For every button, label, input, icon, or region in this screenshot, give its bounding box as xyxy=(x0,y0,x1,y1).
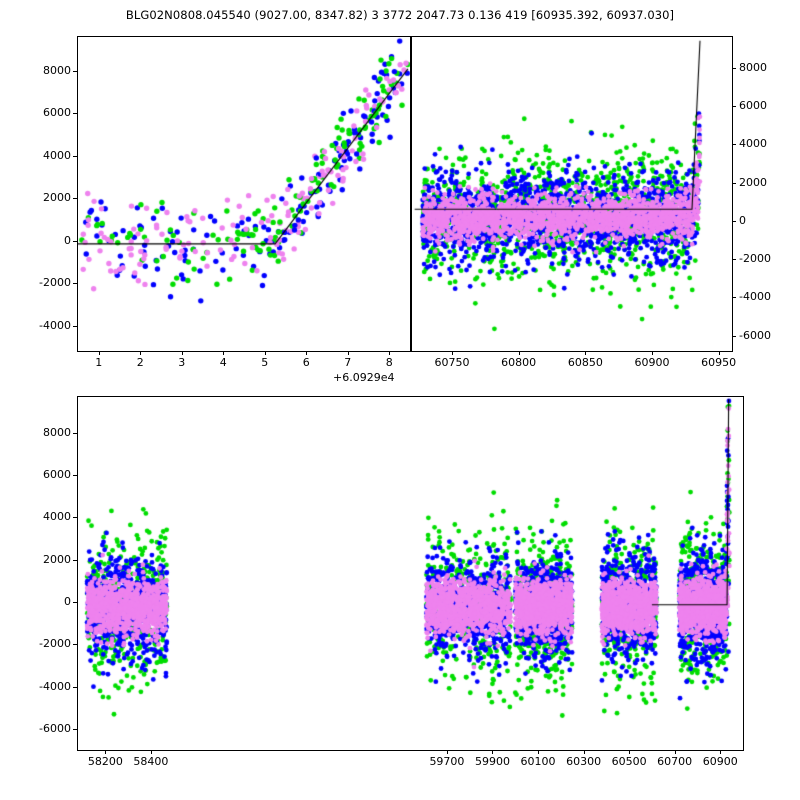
panel-bottom-axes xyxy=(77,396,744,751)
x-tick-mark xyxy=(720,750,722,754)
y-tick-label: 8000 xyxy=(43,63,71,77)
x-tick-label: 3 xyxy=(178,356,186,369)
y-tick-mark xyxy=(73,198,77,200)
y-tick-mark xyxy=(73,155,77,157)
x-tick-label: 60300 xyxy=(566,755,602,768)
y-tick-label: 0 xyxy=(64,595,71,609)
x-tick-mark xyxy=(347,351,349,355)
y-tick-mark xyxy=(732,182,736,184)
x-tick-mark xyxy=(629,750,631,754)
y-tick-label: -4000 xyxy=(39,318,71,332)
x-tick-mark xyxy=(538,750,540,754)
x-tick-label: 59900 xyxy=(474,755,510,768)
y-tick-mark xyxy=(73,432,77,434)
x-tick-mark xyxy=(518,351,520,355)
x-tick-label: 60100 xyxy=(520,755,556,768)
y-tick-mark xyxy=(73,559,77,561)
y-tick-label: 4000 xyxy=(739,137,767,151)
x-tick-label: 60950 xyxy=(701,356,737,369)
y-tick-label: -2000 xyxy=(739,252,771,266)
y-tick-mark xyxy=(73,686,77,688)
x-tick-label: 60500 xyxy=(611,755,647,768)
x-tick-mark xyxy=(674,750,676,754)
x-tick-label: 5 xyxy=(261,356,269,369)
y-tick-mark xyxy=(73,602,77,604)
y-tick-label: -4000 xyxy=(739,290,771,304)
y-tick-mark xyxy=(732,259,736,261)
y-tick-mark xyxy=(73,728,77,730)
y-tick-label: -2000 xyxy=(39,276,71,290)
y-tick-label: 8000 xyxy=(739,60,767,74)
x-tick-mark xyxy=(389,351,391,355)
figure-title: BLG02N0808.045540 (9027.00, 8347.82) 3 3… xyxy=(125,8,675,22)
x-tick-label: 6 xyxy=(302,356,310,369)
y-tick-mark xyxy=(73,113,77,115)
x-tick-label: 8 xyxy=(385,356,393,369)
x-tick-mark xyxy=(652,351,653,355)
y-tick-mark xyxy=(73,283,77,285)
x-tick-mark xyxy=(223,351,225,355)
y-tick-mark xyxy=(73,517,77,519)
x-axis-offset-label: +6.0929e4 xyxy=(333,371,395,384)
y-tick-label: 0 xyxy=(64,233,71,247)
x-tick-mark xyxy=(306,351,308,355)
y-tick-label: 0 xyxy=(739,213,746,227)
y-tick-label: 6000 xyxy=(739,98,767,112)
y-tick-mark xyxy=(732,297,736,299)
x-tick-label: 58400 xyxy=(133,755,169,768)
y-tick-label: 2000 xyxy=(739,175,767,189)
x-tick-label: 4 xyxy=(219,356,227,369)
x-tick-mark xyxy=(718,351,720,355)
y-tick-label: 6000 xyxy=(43,468,71,482)
x-tick-label: 60700 xyxy=(657,755,693,768)
y-tick-label: 2000 xyxy=(43,191,71,205)
x-tick-label: 7 xyxy=(344,356,352,369)
y-tick-label: 2000 xyxy=(43,552,71,566)
y-tick-mark xyxy=(732,105,736,107)
y-tick-label: -6000 xyxy=(39,721,71,735)
x-tick-mark xyxy=(150,750,152,754)
x-tick-mark xyxy=(181,351,183,355)
y-tick-label: 4000 xyxy=(43,148,71,162)
x-tick-label: 1 xyxy=(95,356,103,369)
y-tick-label: 8000 xyxy=(43,425,71,439)
x-tick-mark xyxy=(446,750,448,754)
y-tick-mark xyxy=(732,220,736,222)
y-tick-label: -4000 xyxy=(39,679,71,693)
x-tick-label: 2 xyxy=(136,356,144,369)
y-tick-mark xyxy=(732,67,736,69)
panel-bottom xyxy=(77,396,744,751)
y-tick-label: -2000 xyxy=(39,637,71,651)
y-tick-label: 4000 xyxy=(43,510,71,524)
x-tick-mark xyxy=(492,750,494,754)
panel-top-left-axes xyxy=(77,36,411,352)
x-tick-mark xyxy=(583,750,585,754)
x-tick-label: 58200 xyxy=(87,755,123,768)
x-tick-label: 60750 xyxy=(434,356,470,369)
y-tick-mark xyxy=(73,644,77,646)
x-tick-label: 60800 xyxy=(501,356,537,369)
y-tick-mark xyxy=(73,325,77,327)
y-tick-mark xyxy=(73,70,77,72)
x-tick-label: 60850 xyxy=(567,356,603,369)
x-tick-mark xyxy=(105,750,107,754)
x-tick-mark xyxy=(264,351,266,355)
y-tick-mark xyxy=(732,144,736,146)
panel-top-right xyxy=(411,36,733,352)
y-tick-mark xyxy=(732,335,736,337)
panel-top-right-axes xyxy=(411,36,733,352)
x-tick-mark xyxy=(585,351,587,355)
x-tick-mark xyxy=(452,351,453,355)
x-tick-label: 60900 xyxy=(634,356,670,369)
x-tick-label: 59700 xyxy=(429,755,465,768)
x-tick-mark xyxy=(140,351,142,355)
y-tick-mark xyxy=(73,240,77,242)
x-tick-label: 60900 xyxy=(702,755,738,768)
y-tick-label: -6000 xyxy=(739,328,771,342)
y-tick-label: 6000 xyxy=(43,106,71,120)
y-tick-mark xyxy=(73,475,77,477)
x-tick-mark xyxy=(98,351,100,355)
panel-top-left xyxy=(77,36,411,352)
